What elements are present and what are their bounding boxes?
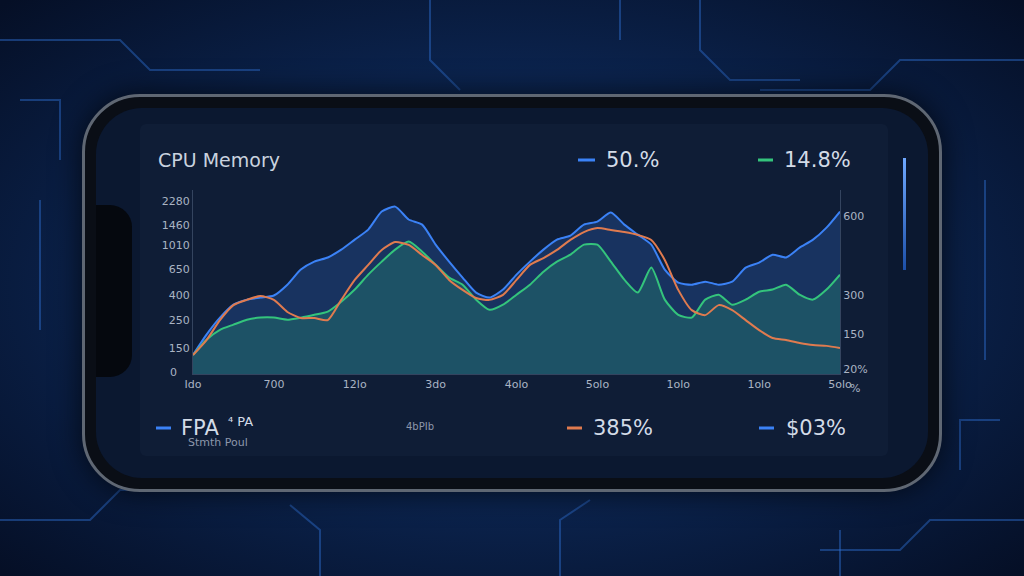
svg-text:250: 250: [169, 314, 190, 327]
svg-text:1olo: 1olo: [747, 378, 771, 391]
svg-text:1460: 1460: [162, 219, 190, 232]
svg-text:1010: 1010: [162, 239, 190, 252]
svg-text:150: 150: [169, 342, 190, 355]
svg-text:400: 400: [169, 289, 190, 302]
svg-text:FPA: FPA: [181, 416, 219, 440]
svg-text:600: 600: [843, 210, 864, 223]
svg-text:385%: 385%: [593, 416, 653, 440]
svg-text:50.%: 50.%: [606, 148, 659, 172]
svg-text:$03%: $03%: [786, 416, 846, 440]
svg-text:300: 300: [843, 289, 864, 302]
svg-text:650: 650: [169, 263, 190, 276]
svg-text:0: 0: [170, 366, 177, 379]
svg-text:CPU Memory: CPU Memory: [158, 149, 280, 171]
svg-text:Stmth Poul: Stmth Poul: [188, 436, 248, 449]
svg-text:Ido: Ido: [185, 378, 202, 391]
svg-text:150: 150: [843, 328, 864, 341]
svg-text:5olo: 5olo: [586, 378, 610, 391]
svg-text:700: 700: [263, 378, 284, 391]
svg-text:2280: 2280: [162, 195, 190, 208]
svg-text:4olo: 4olo: [505, 378, 529, 391]
svg-text:⁴ PA: ⁴ PA: [228, 414, 253, 429]
svg-text:4bPIb: 4bPIb: [406, 421, 434, 432]
svg-text:20%: 20%: [843, 363, 867, 376]
svg-text:5olo: 5olo: [828, 378, 852, 391]
svg-text:%: %: [850, 382, 860, 395]
svg-text:12lo: 12lo: [343, 378, 367, 391]
svg-text:3do: 3do: [425, 378, 446, 391]
svg-text:14.8%: 14.8%: [784, 148, 851, 172]
svg-text:1olo: 1olo: [666, 378, 690, 391]
